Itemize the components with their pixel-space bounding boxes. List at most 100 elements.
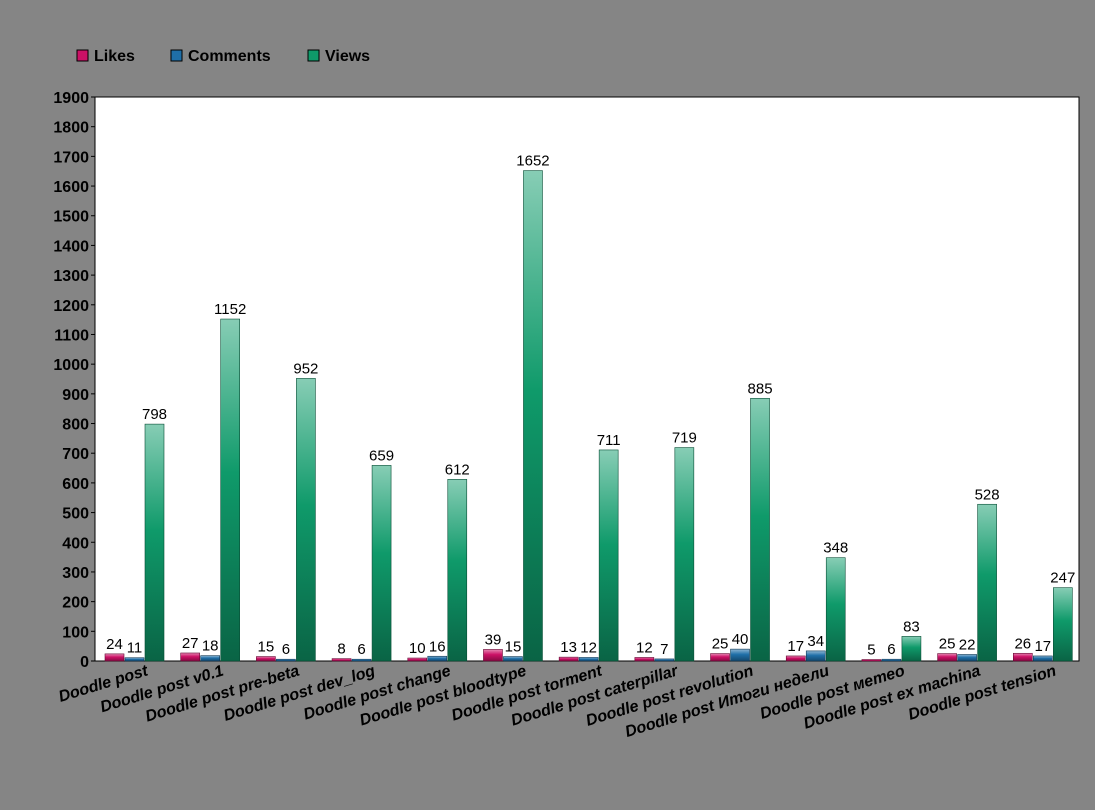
data-label-comments: 15	[505, 639, 522, 656]
data-label-likes: 27	[182, 635, 199, 652]
y-tick-label: 400	[62, 535, 89, 552]
data-label-likes: 25	[712, 636, 729, 653]
y-tick-label: 900	[62, 387, 89, 404]
y-tick-label: 100	[62, 624, 89, 641]
bar-views	[144, 423, 165, 662]
y-tick-label: 800	[62, 417, 89, 434]
data-label-views: 348	[823, 540, 848, 557]
y-tick-label: 1900	[53, 90, 89, 107]
bar-likes	[710, 653, 730, 662]
data-label-comments: 6	[357, 641, 365, 658]
bar-comments	[654, 658, 675, 662]
data-label-likes: 15	[258, 639, 275, 656]
y-tick-label: 1300	[53, 268, 89, 285]
bar-likes	[937, 653, 957, 662]
bar-group-doodle-post-torment: 13 12 711	[558, 432, 621, 662]
bar-group-doodle-post-caterpillar: 12 7 719	[634, 430, 697, 662]
bar-views	[371, 465, 392, 662]
bar-comments	[578, 657, 599, 662]
bar-likes	[483, 649, 503, 662]
data-label-views: 83	[903, 618, 920, 635]
bar-views	[674, 447, 695, 662]
data-label-comments: 22	[959, 636, 976, 653]
data-label-views: 1652	[516, 153, 549, 170]
legend: Likes Comments Views	[76, 48, 370, 65]
data-label-comments: 34	[807, 633, 824, 650]
legend-swatch-likes	[76, 49, 89, 62]
y-tick-label: 1100	[54, 327, 89, 344]
bar-group-doodle-post-dev-log: 8 6 659	[331, 447, 394, 662]
bar-comments	[200, 655, 220, 662]
y-tick-label: 1800	[53, 120, 89, 137]
bar-views	[447, 479, 468, 662]
bar-group-doodle-post-pre-beta: 15 6 952	[256, 360, 318, 662]
bar-likes	[1013, 652, 1033, 662]
bar-group-doodle-post-v0-1: 27 18 1152	[180, 301, 246, 662]
y-tick-label: 300	[62, 565, 89, 582]
bar-comments	[805, 650, 826, 662]
bar-likes	[180, 652, 200, 662]
y-axis: 0 100 200 300 400 500 600 700 800 900 1000 1100 1200…	[53, 90, 95, 671]
bar-views	[1053, 587, 1073, 662]
bar-likes	[558, 656, 579, 662]
data-label-views: 659	[369, 447, 394, 464]
bar-likes	[104, 653, 125, 662]
data-label-views: 528	[975, 486, 1000, 503]
bar-group-doodle-post-change: 10 16 612	[407, 461, 470, 662]
bar-likes	[331, 658, 352, 662]
bar-group-doodle-post-revolution: 25 40 885	[710, 380, 773, 662]
legend-label-comments: Comments	[188, 48, 271, 65]
y-tick-label: 1700	[53, 149, 89, 166]
legend-label-views: Views	[325, 48, 370, 65]
data-label-likes: 39	[485, 631, 502, 648]
data-label-likes: 13	[560, 639, 577, 656]
bar-comments	[124, 657, 145, 662]
bar-group-doodle-post-ex-machina: 25 22 528	[937, 486, 1000, 662]
bar-comments	[1033, 655, 1053, 662]
bar-group-doodle-post-метео: 5 6 83	[861, 618, 922, 662]
data-label-views: 798	[142, 406, 167, 423]
bar-views	[598, 449, 619, 662]
bar-views	[901, 636, 922, 662]
bar-comments	[351, 658, 372, 662]
bar-comments	[276, 658, 296, 662]
data-label-views: 1152	[214, 301, 246, 318]
data-label-likes: 26	[1014, 635, 1031, 652]
data-label-views: 885	[748, 380, 773, 397]
bar-views	[750, 397, 770, 662]
y-tick-label: 500	[62, 506, 89, 523]
data-label-comments: 6	[887, 641, 895, 658]
data-label-views: 612	[445, 461, 470, 478]
data-label-comments: 6	[282, 641, 290, 658]
bar-comments	[881, 658, 902, 662]
y-tick-label: 1400	[53, 238, 89, 255]
bar-comments	[957, 654, 977, 662]
data-label-comments: 40	[732, 631, 749, 648]
y-tick-label: 700	[62, 446, 89, 463]
y-tick-label: 1000	[53, 357, 89, 374]
bar-group-doodle-post-итоги-недели: 17 34 348	[785, 540, 848, 662]
data-label-comments: 12	[580, 639, 597, 656]
data-label-comments: 11	[127, 640, 143, 657]
data-label-likes: 24	[106, 636, 123, 653]
data-label-views: 247	[1050, 570, 1075, 587]
bar-group-doodle-post: 24 11 798	[104, 406, 167, 662]
bar-likes	[861, 659, 882, 662]
bar-views	[523, 170, 543, 662]
data-label-likes: 25	[939, 636, 956, 653]
y-tick-label: 1500	[53, 209, 89, 226]
bar-likes	[407, 657, 428, 662]
data-label-likes: 5	[867, 642, 875, 659]
legend-swatch-comments	[170, 49, 183, 62]
data-label-comments: 17	[1034, 638, 1051, 655]
y-tick-label: 1200	[53, 298, 89, 315]
plot-area	[94, 96, 1080, 662]
data-label-comments: 16	[429, 638, 446, 655]
legend-label-likes: Likes	[94, 48, 135, 65]
bar-likes	[785, 655, 806, 662]
data-label-views: 711	[597, 432, 621, 449]
data-label-comments: 18	[202, 638, 219, 655]
data-label-views: 719	[672, 430, 697, 447]
